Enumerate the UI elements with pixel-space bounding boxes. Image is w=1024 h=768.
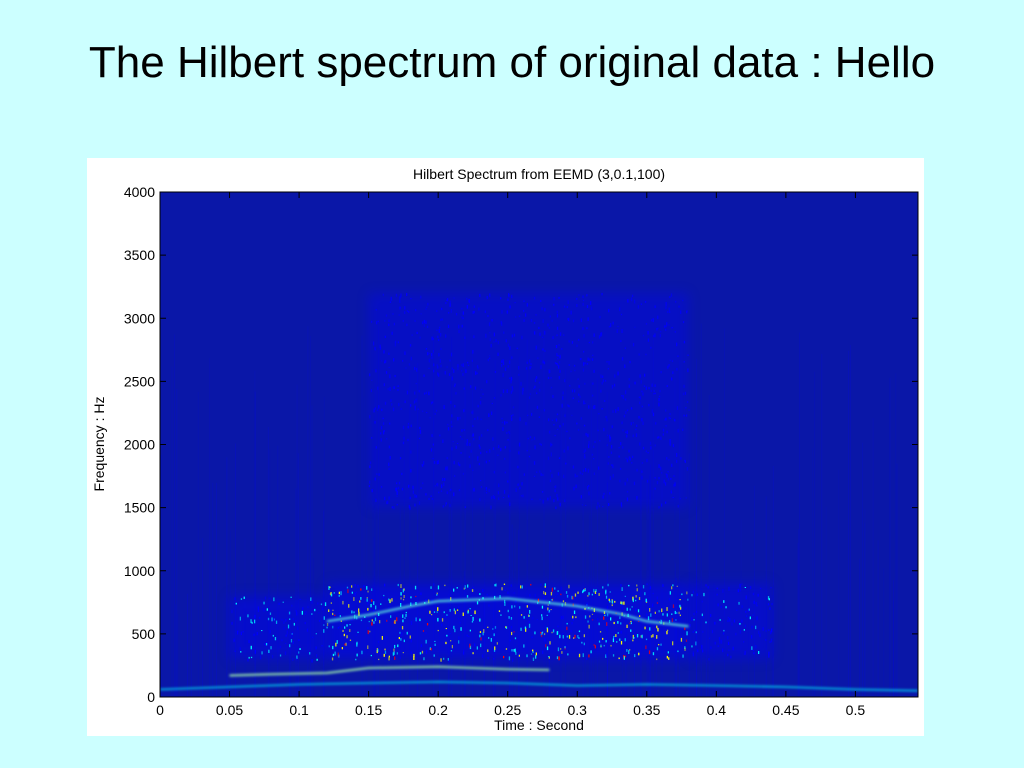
x-tick-label: 0.1	[289, 702, 309, 718]
y-tick-label: 0	[147, 689, 155, 705]
ridge-line	[326, 597, 689, 628]
y-tick-label: 2500	[124, 373, 155, 389]
spectrum-marks	[160, 293, 918, 697]
y-tick-label: 1500	[124, 500, 155, 516]
chart-title: Hilbert Spectrum from EEMD (3,0.1,100)	[413, 166, 665, 182]
x-axis-label: Time : Second	[494, 717, 584, 733]
slide-title: The Hilbert spectrum of original data : …	[88, 38, 936, 87]
ridge-line	[160, 681, 918, 692]
y-tick-label: 3500	[124, 247, 155, 263]
ridge-line	[229, 665, 550, 677]
figure-panel: Hilbert Spectrum from EEMD (3,0.1,100) 0…	[87, 158, 924, 736]
y-tick-label: 500	[132, 626, 156, 642]
energy-speckle-group	[689, 583, 773, 661]
x-tick-label: 0.35	[633, 702, 660, 718]
energy-speckle-group	[368, 293, 690, 510]
x-tick-label: 0.3	[568, 702, 588, 718]
x-tick-label: 0.2	[428, 702, 448, 718]
y-tick-label: 4000	[124, 184, 155, 200]
energy-region	[368, 293, 689, 508]
x-tick-label: 0	[156, 702, 164, 718]
x-tick-label: 0.15	[355, 702, 382, 718]
x-tick-label: 0.25	[494, 702, 521, 718]
y-axis-label: Frequency : Hz	[91, 397, 107, 492]
y-tick-label: 2000	[124, 437, 155, 453]
x-axis: 0 0.05 0.1 0.15 0.2 0.25 0.3 0.35 0.4 0.45 0.5	[156, 192, 865, 718]
energy-speckle-group	[231, 596, 328, 663]
energy-speckle-group	[326, 583, 689, 663]
y-tick-label: 1000	[124, 563, 155, 579]
hilbert-spectrum-chart: Hilbert Spectrum from EEMD (3,0.1,100) 0…	[91, 166, 919, 733]
x-tick-label: 0.5	[846, 702, 866, 718]
background-streaks	[160, 322, 898, 697]
x-tick-label: 0.05	[216, 702, 243, 718]
y-axis: 0 500 1000 1500 2000 2500 3000 3500 4000	[124, 184, 918, 705]
x-tick-label: 0.4	[707, 702, 727, 718]
energy-region	[229, 596, 327, 660]
y-tick-label: 3000	[124, 310, 155, 326]
x-tick-label: 0.45	[772, 702, 799, 718]
